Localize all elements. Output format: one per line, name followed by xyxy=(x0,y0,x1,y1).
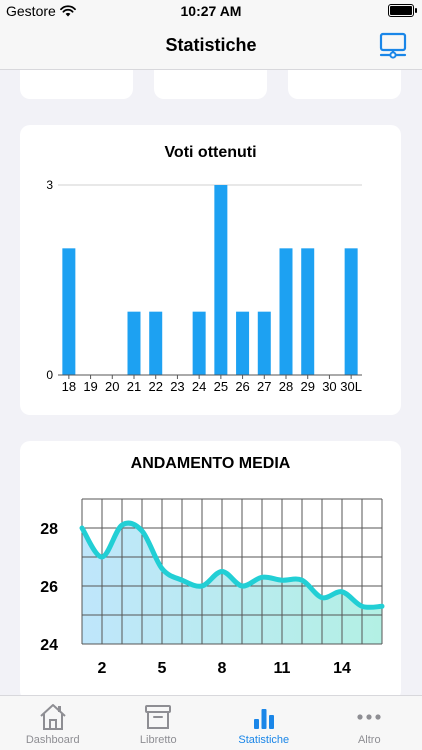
grade-bar xyxy=(279,248,293,375)
average-area xyxy=(82,523,382,644)
average-line xyxy=(79,520,385,610)
x-tick-label: 30L xyxy=(340,379,362,394)
average-line-chart: 28 26 24 2 5 8 11 14 xyxy=(40,498,385,677)
x-tick-label: 22 xyxy=(148,379,162,394)
summary-card xyxy=(20,70,133,99)
x-tick-label: 23 xyxy=(170,379,184,394)
x-tick-label: 24 xyxy=(192,379,206,394)
summary-card xyxy=(288,70,401,99)
x-tick-label: 19 xyxy=(83,379,97,394)
grade-bar xyxy=(62,248,76,375)
tab-label: Libretto xyxy=(139,734,177,746)
y-tick-label: 24 xyxy=(40,637,58,654)
x-tick-label: 5 xyxy=(158,660,167,677)
x-tick-label: 29 xyxy=(300,379,314,394)
tab-label: Altro xyxy=(357,734,381,746)
page-title: Statistiche xyxy=(165,35,257,55)
tab-statistiche[interactable]: Statistiche xyxy=(211,696,317,750)
grade-bar xyxy=(192,311,206,375)
x-tick-label: 25 xyxy=(214,379,228,394)
tab-libretto[interactable]: Libretto xyxy=(106,696,212,750)
bar-chart-icon xyxy=(253,709,274,729)
y-tick-label: 26 xyxy=(40,579,58,596)
grade-bar xyxy=(344,248,358,375)
tab-label: Statistiche xyxy=(238,734,290,746)
grade-bar xyxy=(214,185,228,375)
tab-altro[interactable]: Altro xyxy=(317,696,422,750)
archive-box-icon xyxy=(145,705,172,729)
grade-bar xyxy=(127,311,141,375)
status-time: 10:27 AM xyxy=(180,3,242,19)
tab-bar: Dashboard Libretto Statistiche Altro xyxy=(0,695,422,750)
x-tick-label: 28 xyxy=(279,379,293,394)
x-tick-label: 11 xyxy=(274,660,291,677)
x-tick-label: 21 xyxy=(127,379,141,394)
y-tick-label: 28 xyxy=(40,521,58,538)
x-tick-label: 27 xyxy=(257,379,271,394)
tab-label: Dashboard xyxy=(25,734,80,746)
x-tick-label: 26 xyxy=(235,379,249,394)
y-tick-label: 0 xyxy=(46,368,53,382)
grades-chart-card: Voti ottenuti 3 0 18 19 20 21 22 23 24 25 26 27 28 29… xyxy=(20,125,401,415)
average-chart-card: ANDAMENTO MEDIA 28 26 24 2 5 8 11 14 xyxy=(20,441,401,701)
x-tick-label: 20 xyxy=(105,379,119,394)
grade-bar xyxy=(236,311,250,375)
x-tick-label: 2 xyxy=(98,660,107,677)
x-tick-label: 8 xyxy=(218,660,227,677)
tab-dashboard[interactable]: Dashboard xyxy=(0,696,106,750)
battery-icon xyxy=(388,4,417,17)
x-tick-label: 14 xyxy=(333,660,351,677)
summary-card xyxy=(154,70,267,99)
carrier-info: Gestore xyxy=(6,3,76,19)
monitor-icon[interactable] xyxy=(378,31,408,61)
status-bar: Gestore 10:27 AM xyxy=(0,0,422,22)
grade-bar xyxy=(301,248,315,375)
y-tick-label: 3 xyxy=(46,178,53,192)
average-chart-title: ANDAMENTO MEDIA xyxy=(130,455,291,472)
carrier-name: Gestore xyxy=(6,3,56,19)
home-icon xyxy=(40,704,66,730)
more-dots-icon xyxy=(357,714,381,720)
grade-bar xyxy=(257,311,271,375)
grades-chart-title: Voti ottenuti xyxy=(164,144,257,161)
x-tick-label: 18 xyxy=(62,379,76,394)
x-tick-label: 30 xyxy=(322,379,336,394)
grade-bar xyxy=(149,311,163,375)
wifi-icon xyxy=(59,5,76,17)
navigation-bar: Statistiche xyxy=(0,22,422,70)
